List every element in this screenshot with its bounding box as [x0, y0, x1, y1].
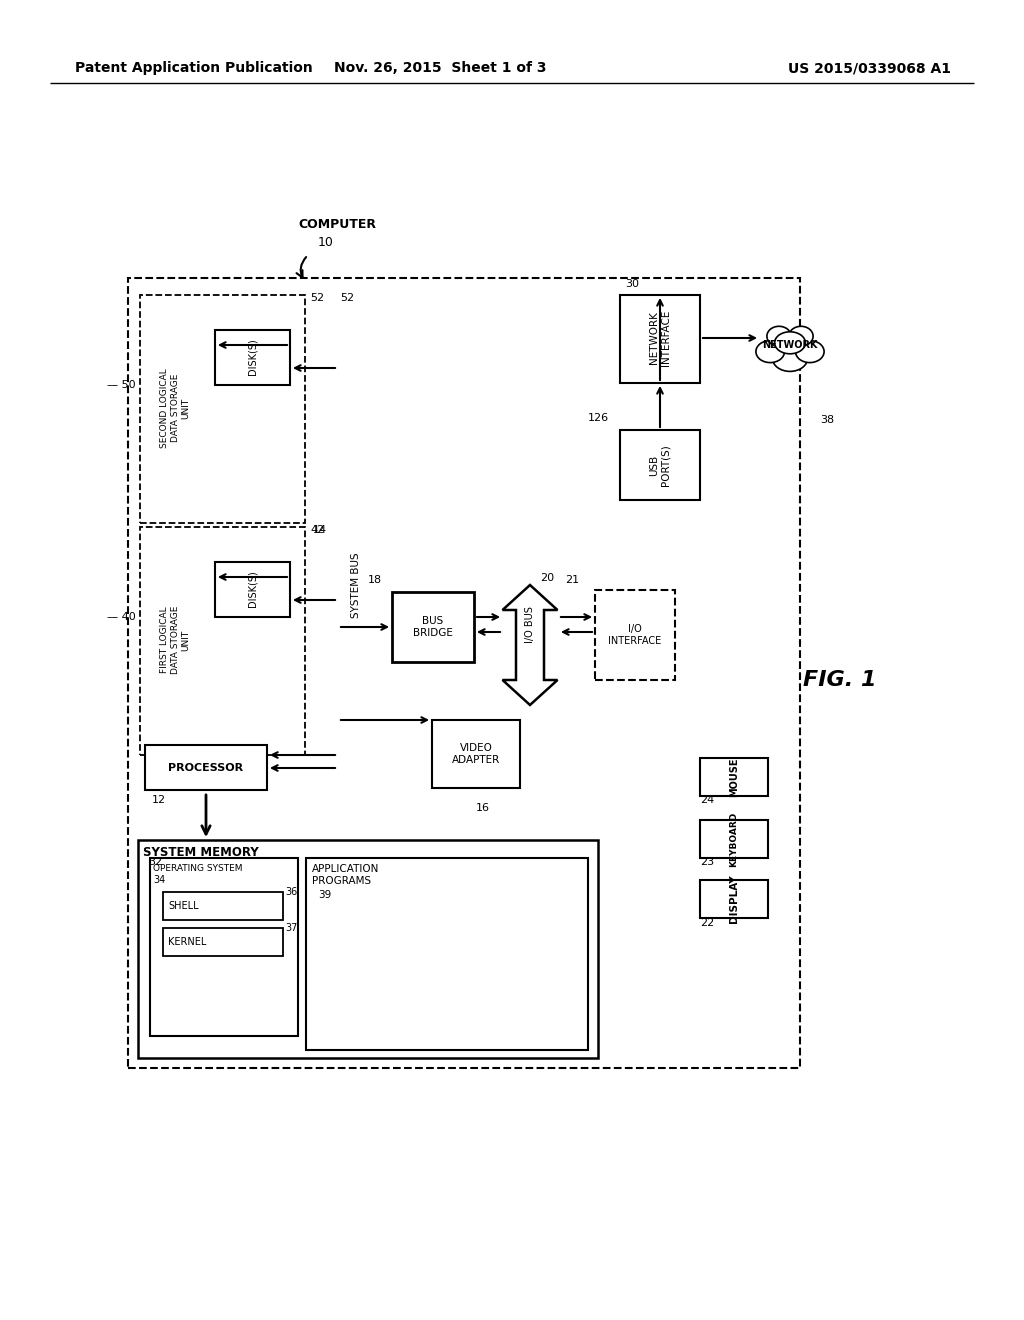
- Bar: [215, 562, 290, 616]
- Text: 30: 30: [625, 279, 639, 289]
- Bar: [128, 279, 800, 1068]
- Bar: [306, 858, 588, 1049]
- Bar: [392, 591, 474, 663]
- Text: KERNEL: KERNEL: [168, 937, 207, 946]
- Text: 38: 38: [820, 414, 835, 425]
- Text: SHELL: SHELL: [168, 902, 199, 911]
- Text: 126: 126: [588, 413, 609, 422]
- Bar: [620, 294, 700, 383]
- Text: FIG. 1: FIG. 1: [803, 671, 877, 690]
- Bar: [700, 758, 768, 796]
- Bar: [140, 527, 305, 755]
- Ellipse shape: [774, 331, 806, 354]
- Text: Patent Application Publication: Patent Application Publication: [75, 61, 312, 75]
- Text: VIDEO
ADAPTER: VIDEO ADAPTER: [452, 743, 500, 764]
- Text: 52: 52: [310, 293, 325, 304]
- Text: 14: 14: [313, 525, 327, 535]
- Text: 20: 20: [540, 573, 554, 583]
- Bar: [700, 820, 768, 858]
- Text: MOUSE: MOUSE: [729, 758, 739, 797]
- Bar: [215, 330, 290, 385]
- Bar: [163, 928, 283, 956]
- Text: 37: 37: [285, 923, 297, 933]
- Text: 32: 32: [148, 857, 162, 867]
- Bar: [145, 744, 267, 789]
- Text: USB
PORT(S): USB PORT(S): [649, 444, 671, 486]
- Text: SYSTEM MEMORY: SYSTEM MEMORY: [143, 846, 259, 859]
- Bar: [150, 858, 298, 1036]
- Bar: [620, 430, 700, 500]
- Text: 10: 10: [318, 236, 334, 249]
- Text: 42: 42: [310, 525, 325, 535]
- Text: 12: 12: [152, 795, 166, 805]
- Text: I/O
INTERFACE: I/O INTERFACE: [608, 624, 662, 645]
- Text: 22: 22: [700, 917, 715, 928]
- Ellipse shape: [767, 326, 792, 346]
- Bar: [140, 294, 305, 523]
- Text: US 2015/0339068 A1: US 2015/0339068 A1: [788, 61, 951, 75]
- Text: DISPLAY: DISPLAY: [729, 875, 739, 923]
- Bar: [432, 719, 520, 788]
- Text: 16: 16: [476, 803, 490, 813]
- Text: NETWORK
INTERFACE: NETWORK INTERFACE: [649, 310, 671, 366]
- Text: SYSTEM BUS: SYSTEM BUS: [351, 552, 361, 618]
- Text: I/O BUS: I/O BUS: [525, 607, 535, 643]
- Text: 52: 52: [340, 293, 354, 304]
- Text: SECOND LOGICAL
DATA STORAGE
UNIT: SECOND LOGICAL DATA STORAGE UNIT: [160, 368, 189, 447]
- Text: 21: 21: [565, 576, 580, 585]
- Text: FIRST LOGICAL
DATA STORAGE
UNIT: FIRST LOGICAL DATA STORAGE UNIT: [160, 606, 189, 675]
- Bar: [163, 892, 283, 920]
- Text: OPERATING SYSTEM: OPERATING SYSTEM: [153, 865, 243, 873]
- Text: Nov. 26, 2015  Sheet 1 of 3: Nov. 26, 2015 Sheet 1 of 3: [334, 61, 546, 75]
- Text: — 40: — 40: [108, 612, 136, 622]
- Bar: [595, 590, 675, 680]
- Text: 36: 36: [285, 887, 297, 898]
- Text: 34: 34: [153, 875, 165, 884]
- Text: APPLICATION
PROGRAMS: APPLICATION PROGRAMS: [312, 865, 379, 886]
- Text: 39: 39: [318, 890, 331, 900]
- Ellipse shape: [796, 341, 824, 363]
- Text: 18: 18: [368, 576, 382, 585]
- Text: 24: 24: [700, 795, 715, 805]
- Bar: [138, 840, 598, 1059]
- Text: COMPUTER: COMPUTER: [298, 219, 376, 231]
- Text: DISK(S): DISK(S): [247, 339, 257, 375]
- Ellipse shape: [756, 341, 784, 363]
- Text: KEYBOARD: KEYBOARD: [729, 812, 738, 867]
- Text: 23: 23: [700, 857, 714, 867]
- Text: NETWORK: NETWORK: [762, 341, 818, 350]
- Text: DISK(S): DISK(S): [247, 570, 257, 607]
- Ellipse shape: [772, 345, 808, 371]
- Text: BUS
BRIDGE: BUS BRIDGE: [413, 616, 453, 638]
- Ellipse shape: [788, 326, 813, 346]
- Text: PROCESSOR: PROCESSOR: [168, 763, 244, 774]
- Bar: [700, 880, 768, 917]
- Text: — 50: — 50: [108, 380, 136, 389]
